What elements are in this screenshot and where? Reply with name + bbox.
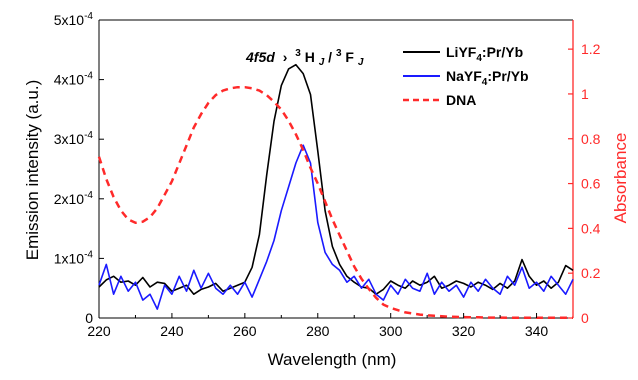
y-right-tick-label: 0.8 xyxy=(581,131,601,147)
series-line-na xyxy=(98,144,574,310)
series-line-li xyxy=(98,63,574,296)
y-right-tick-label: 0.2 xyxy=(581,265,601,281)
x-axis-label: Wavelength (nm) xyxy=(268,350,397,369)
legend-label-li: LiYF4:Pr/Yb xyxy=(446,44,523,64)
y-left-tick-label: 5x10-4 xyxy=(54,11,94,28)
legend-label-dna: DNA xyxy=(446,92,476,108)
annotation-sub-j2: J xyxy=(358,57,364,68)
x-tick-label: 280 xyxy=(306,323,330,339)
y-right-tick-label: 1 xyxy=(581,86,589,102)
y-axis-left-label: Emission intensity (a.u.) xyxy=(23,80,42,260)
x-tick-label: 300 xyxy=(379,323,403,339)
annotation-sup-1: 3 xyxy=(295,48,301,59)
y-axis-right-label: Absorbance xyxy=(611,133,630,224)
y-left-tick-label: 4x10-4 xyxy=(54,71,94,88)
x-tick-label: 260 xyxy=(233,323,257,339)
legend-label-na: NaYF4:Pr/Yb xyxy=(446,68,529,88)
series-layer xyxy=(97,63,574,320)
y-left-tick-label: 2x10-4 xyxy=(54,190,94,207)
annotation-slash: / xyxy=(328,49,332,65)
x-tick-label: 240 xyxy=(160,323,184,339)
x-tick-label: 220 xyxy=(87,323,111,339)
annotation-term-f: F xyxy=(345,49,354,65)
peak-annotation: 4f5d › 3 H J / 3 F J xyxy=(245,43,364,68)
y-right-tick-label: 0.4 xyxy=(581,220,601,236)
y-left-tick-label: 1x10-4 xyxy=(54,249,94,266)
x-tick-label: 340 xyxy=(525,323,549,339)
y-left-tick-label: 0 xyxy=(85,310,93,326)
legend: LiYF4:Pr/Yb NaYF4:Pr/Yb DNA xyxy=(403,44,529,108)
y-right-tick-label: 1.2 xyxy=(581,41,601,57)
annotation-sup-2: 3 xyxy=(336,48,342,59)
x-tick-label: 320 xyxy=(452,323,476,339)
axes-layer: 220 240 260 280 300 320 340 0 1x10-4 2x10-4 3x10-4… xyxy=(54,11,601,339)
y-left-tick-label: 3x10-4 xyxy=(54,130,94,147)
series-line-dna xyxy=(97,85,573,320)
y-right-tick-label: 0 xyxy=(581,310,589,326)
annotation-term-h: H xyxy=(305,49,315,65)
y-right-tick-label: 0.6 xyxy=(581,176,601,192)
annotation-sub-j1: J xyxy=(319,57,325,68)
annotation-arrow: › xyxy=(283,49,288,65)
plot-frame-layer xyxy=(98,19,574,319)
annotation-prefix: 4f5d xyxy=(245,49,275,65)
